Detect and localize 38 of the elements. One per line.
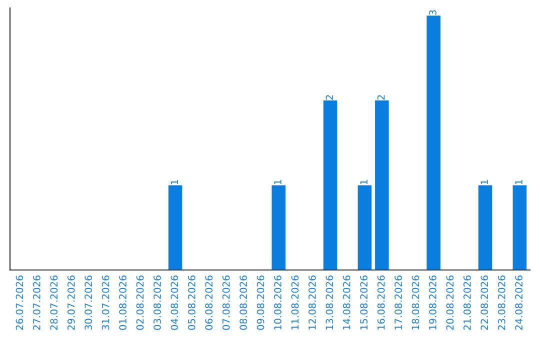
x-tick-label: 13.08.2026 <box>326 275 334 330</box>
x-tick-label: 01.08.2026 <box>119 275 126 330</box>
x-tick-label: 18.08.2026 <box>412 275 420 330</box>
x-tick-label: 05.08.2026 <box>188 275 196 330</box>
x-tick-label: 19.08.2026 <box>429 275 436 330</box>
data-label: 2 <box>377 95 385 100</box>
x-tick-label: 12.08.2026 <box>308 275 316 330</box>
x-tick-label: 08.08.2026 <box>240 275 247 330</box>
x-tick-label: 09.08.2026 <box>256 275 264 330</box>
x-tick-label: 06.08.2026 <box>205 275 213 330</box>
x-tick-label: 27.07.2026 <box>33 275 40 330</box>
x-tick-label: 24.08.2026 <box>515 275 522 330</box>
data-label: 1 <box>515 180 522 184</box>
data-label: 1 <box>480 180 488 184</box>
data-label: 1 <box>360 180 368 184</box>
x-tick-label: 04.08.2026 <box>170 275 178 330</box>
x-tick-label: 22.08.2026 <box>480 275 488 330</box>
x-tick-label: 11.08.2026 <box>291 275 299 330</box>
x-tick-label: 02.08.2026 <box>136 275 144 330</box>
x-tick-label: 03.08.2026 <box>154 275 161 330</box>
x-tick-label: 17.08.2026 <box>394 275 402 330</box>
x-tick-label: 20.08.2026 <box>446 275 454 330</box>
data-label: 3 <box>429 10 436 15</box>
x-tick-label: 23.08.2026 <box>498 275 506 330</box>
x-tick-label: 16.08.2026 <box>377 275 385 330</box>
data-label: 2 <box>326 95 333 100</box>
x-tick-label: 30.07.2026 <box>84 275 92 330</box>
x-tick-label: 10.08.2026 <box>274 275 282 330</box>
x-tick-label: 26.07.2026 <box>16 275 24 330</box>
x-tick-label: 21.08.2026 <box>463 275 471 330</box>
data-label: 1 <box>274 180 282 184</box>
x-tick-label: 31.07.2026 <box>102 275 110 330</box>
x-tick-label: 15.08.2026 <box>360 275 368 330</box>
data-label: 1 <box>170 180 178 184</box>
x-tick-label: 14.08.2026 <box>342 275 350 330</box>
x-tick-label: 28.07.2026 <box>50 275 58 330</box>
x-tick-label: 07.08.2026 <box>222 275 230 330</box>
x-tick-label: 29.07.2026 <box>67 275 75 330</box>
